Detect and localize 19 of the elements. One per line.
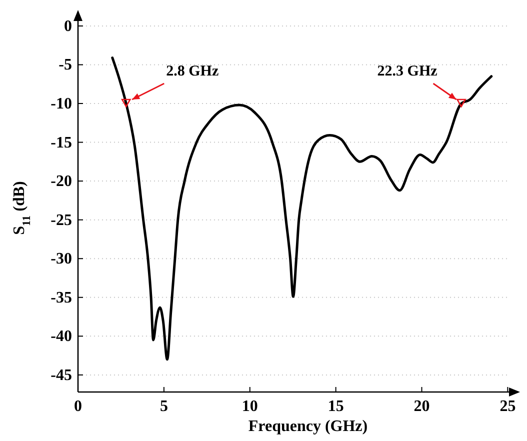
annotation: 2.8 GHz: [166, 64, 219, 80]
x-tick-label: 15: [328, 398, 344, 415]
y-tick-label: -45: [50, 366, 72, 384]
y-tick-label: -40: [50, 328, 72, 346]
x-tick-label: 5: [160, 398, 168, 415]
y-tick-label: -30: [50, 250, 72, 268]
y-tick-label: -10: [50, 96, 72, 113]
line-series: [111, 56, 493, 361]
y-tick-label: -25: [50, 212, 72, 229]
y-tick-label: -20: [50, 173, 72, 190]
y-tick-label: -5: [58, 56, 72, 74]
y-tick-label: -15: [50, 134, 72, 152]
x-tick-label: 25: [500, 398, 516, 415]
x-tick-label: 20: [414, 398, 430, 415]
annotation: 22.3 GHz: [377, 64, 438, 80]
y-tick-label: 0: [64, 18, 72, 35]
y-tick-label: -35: [50, 289, 72, 306]
x-tick-label: 10: [242, 398, 258, 415]
x-axis-title: Frequency (GHz): [248, 418, 368, 435]
